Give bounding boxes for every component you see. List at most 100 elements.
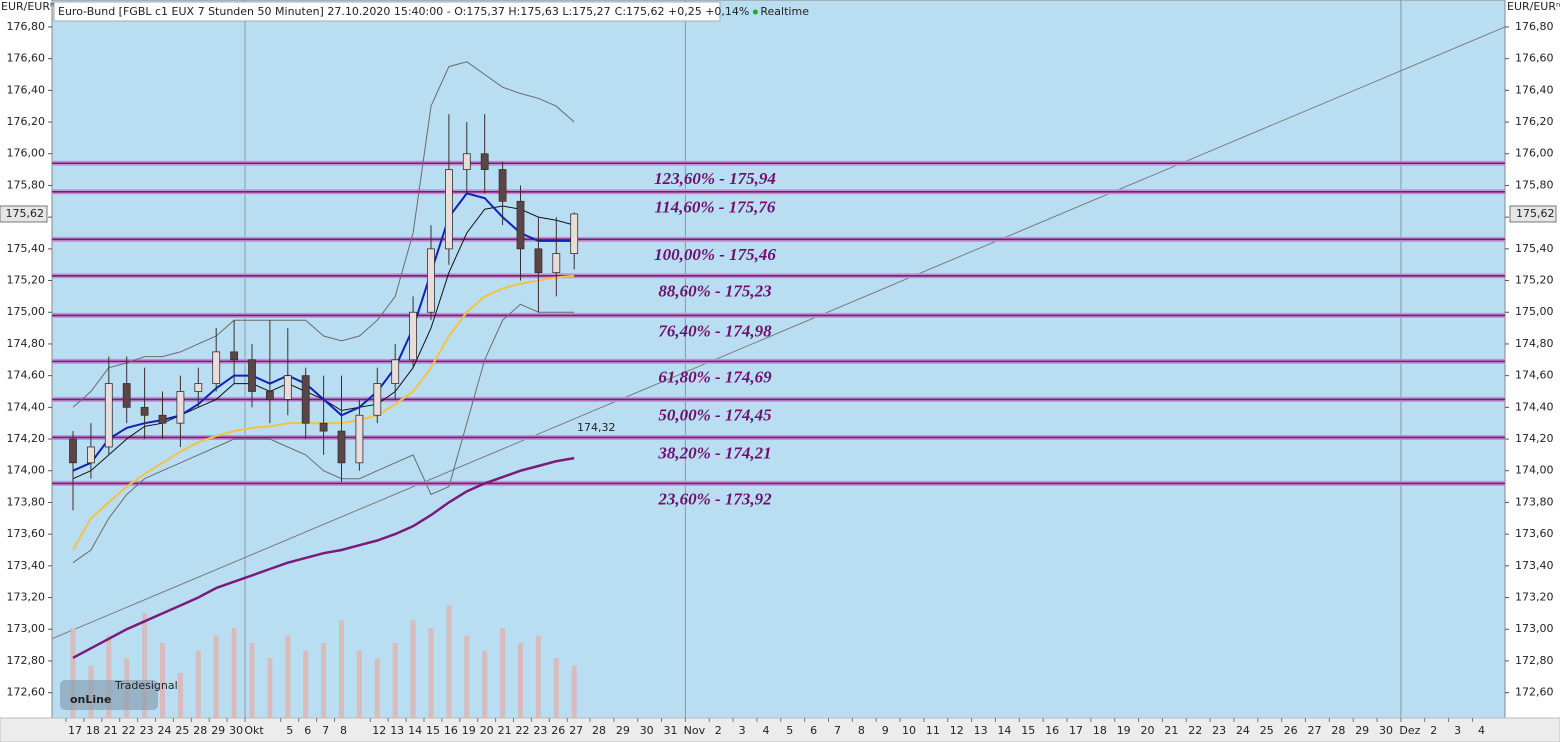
y-tick-label: 174,60	[7, 369, 46, 382]
price-box	[1509, 205, 1557, 223]
x-tick-label: 27	[569, 724, 583, 737]
volume-bar	[285, 635, 291, 718]
y-tick-label: 174,20	[1515, 432, 1554, 445]
volume-bar	[410, 620, 416, 718]
volume-bar	[195, 650, 201, 718]
candle-body	[283, 375, 292, 400]
x-tick-label: 23	[140, 724, 154, 737]
y-tick-label: 175,40	[7, 242, 46, 255]
x-tick-label: 29	[1355, 724, 1369, 737]
header-status: Realtime	[760, 5, 809, 18]
x-tick-label: Dez	[1399, 724, 1420, 737]
y-tick-label: 175,40	[1515, 242, 1554, 255]
y-tick-label: 176,80	[7, 20, 46, 33]
y-tick-label: 175,00	[7, 305, 46, 318]
x-tick-label: 19	[462, 724, 476, 737]
candle-body	[355, 414, 364, 464]
candle-body	[104, 383, 113, 448]
fib-label: 123,60% - 175,94	[654, 169, 776, 188]
y-tick-label: 176,60	[7, 52, 46, 65]
volume-bar	[303, 650, 309, 718]
x-tick-label: 25	[175, 724, 189, 737]
y-tick-label: 172,80	[7, 654, 46, 667]
y-tick-label: 173,20	[1515, 591, 1554, 604]
volume-bar	[464, 635, 470, 718]
candle-body	[87, 446, 95, 464]
x-tick-label: 7	[322, 724, 329, 737]
y-tick-label: 176,40	[7, 83, 46, 96]
fib-label: 23,60% - 173,92	[657, 489, 772, 508]
volume-bar	[321, 643, 327, 718]
y-tick-label: 174,40	[1515, 400, 1554, 413]
candle-body	[140, 406, 149, 416]
y-tick-label: 175,80	[7, 178, 46, 191]
y-tick-label: 173,40	[7, 559, 46, 572]
price-box	[0, 205, 48, 223]
x-tick-label: 6	[304, 724, 311, 737]
x-tick-label: 8	[858, 724, 865, 737]
volume-bar	[177, 673, 183, 718]
volume-bar	[267, 658, 273, 718]
x-tick-label: 21	[498, 724, 512, 737]
volume-bar	[160, 643, 165, 718]
x-tick-label: 24	[1236, 724, 1250, 737]
y-tick-label: 172,80	[1515, 654, 1554, 667]
x-tick-label: 19	[1117, 724, 1131, 737]
volume-bar	[500, 628, 506, 718]
x-tick-label: 10	[902, 724, 916, 737]
x-tick-label: 28	[193, 724, 207, 737]
y-tick-label: 173,00	[1515, 622, 1554, 635]
y-tick-label: 174,00	[7, 464, 46, 477]
axis-unit: EUR/EURⁿ	[1, 0, 54, 13]
x-tick-label: 21	[104, 724, 118, 737]
x-tick-label: 23	[1212, 724, 1226, 737]
x-tick-label: 27	[1308, 724, 1322, 737]
x-tick-label: 17	[1069, 724, 1083, 737]
x-tick-label: 20	[1141, 724, 1155, 737]
x-tick-label: 29	[616, 724, 630, 737]
fib-label: 100,00% - 175,46	[654, 245, 776, 264]
volume-bar	[356, 650, 362, 718]
x-tick-label: 14	[997, 724, 1011, 737]
x-tick-label: 21	[1164, 724, 1178, 737]
x-tick-label: 22	[122, 724, 136, 737]
y-tick-label: 174,80	[7, 337, 46, 350]
x-tick-label: 17	[68, 724, 82, 737]
header-title: Euro-Bund [FGBL c1 EUX 7 Stunden 50 Minu…	[58, 5, 611, 18]
volume-bar	[518, 643, 523, 718]
y-tick-label: 176,40	[1515, 83, 1554, 96]
trendline	[51, 26, 1506, 640]
fib-label: 88,60% - 175,23	[658, 282, 772, 301]
candle-body	[194, 383, 203, 392]
fib-label: 50,00% - 174,45	[658, 405, 772, 424]
annotation: 174,32	[577, 421, 616, 434]
candle-body	[391, 359, 400, 384]
x-tick-label: 16	[444, 724, 458, 737]
logo-box	[60, 680, 158, 710]
fib-label: 61,80% - 174,69	[658, 367, 772, 386]
candle-body	[158, 414, 167, 424]
indicator-line	[72, 456, 575, 659]
candle-body	[516, 200, 525, 250]
candle-body	[444, 169, 453, 250]
y-tick-label: 176,00	[7, 147, 46, 160]
y-tick-label: 172,60	[7, 686, 46, 699]
y-tick-label: 176,20	[1515, 115, 1554, 128]
y-tick-label: 175,80	[1515, 178, 1554, 191]
x-tick-label: 8	[340, 724, 347, 737]
volume-bar	[339, 620, 344, 718]
y-tick-label: 174,40	[7, 400, 46, 413]
candle-body	[552, 253, 561, 274]
price-label: 175,62	[1516, 207, 1555, 220]
x-tick-label: 26	[1284, 724, 1298, 737]
fib-label: 114,60% - 175,76	[655, 198, 776, 217]
candle-body	[570, 213, 579, 254]
x-tick-label: 20	[480, 724, 494, 737]
x-tick-label: 7	[834, 724, 841, 737]
x-tick-label: 2	[715, 724, 722, 737]
x-tick-label: 22	[516, 724, 530, 737]
volume-bar	[428, 628, 434, 718]
x-tick-label: 24	[158, 724, 172, 737]
volume-bar	[446, 605, 452, 718]
